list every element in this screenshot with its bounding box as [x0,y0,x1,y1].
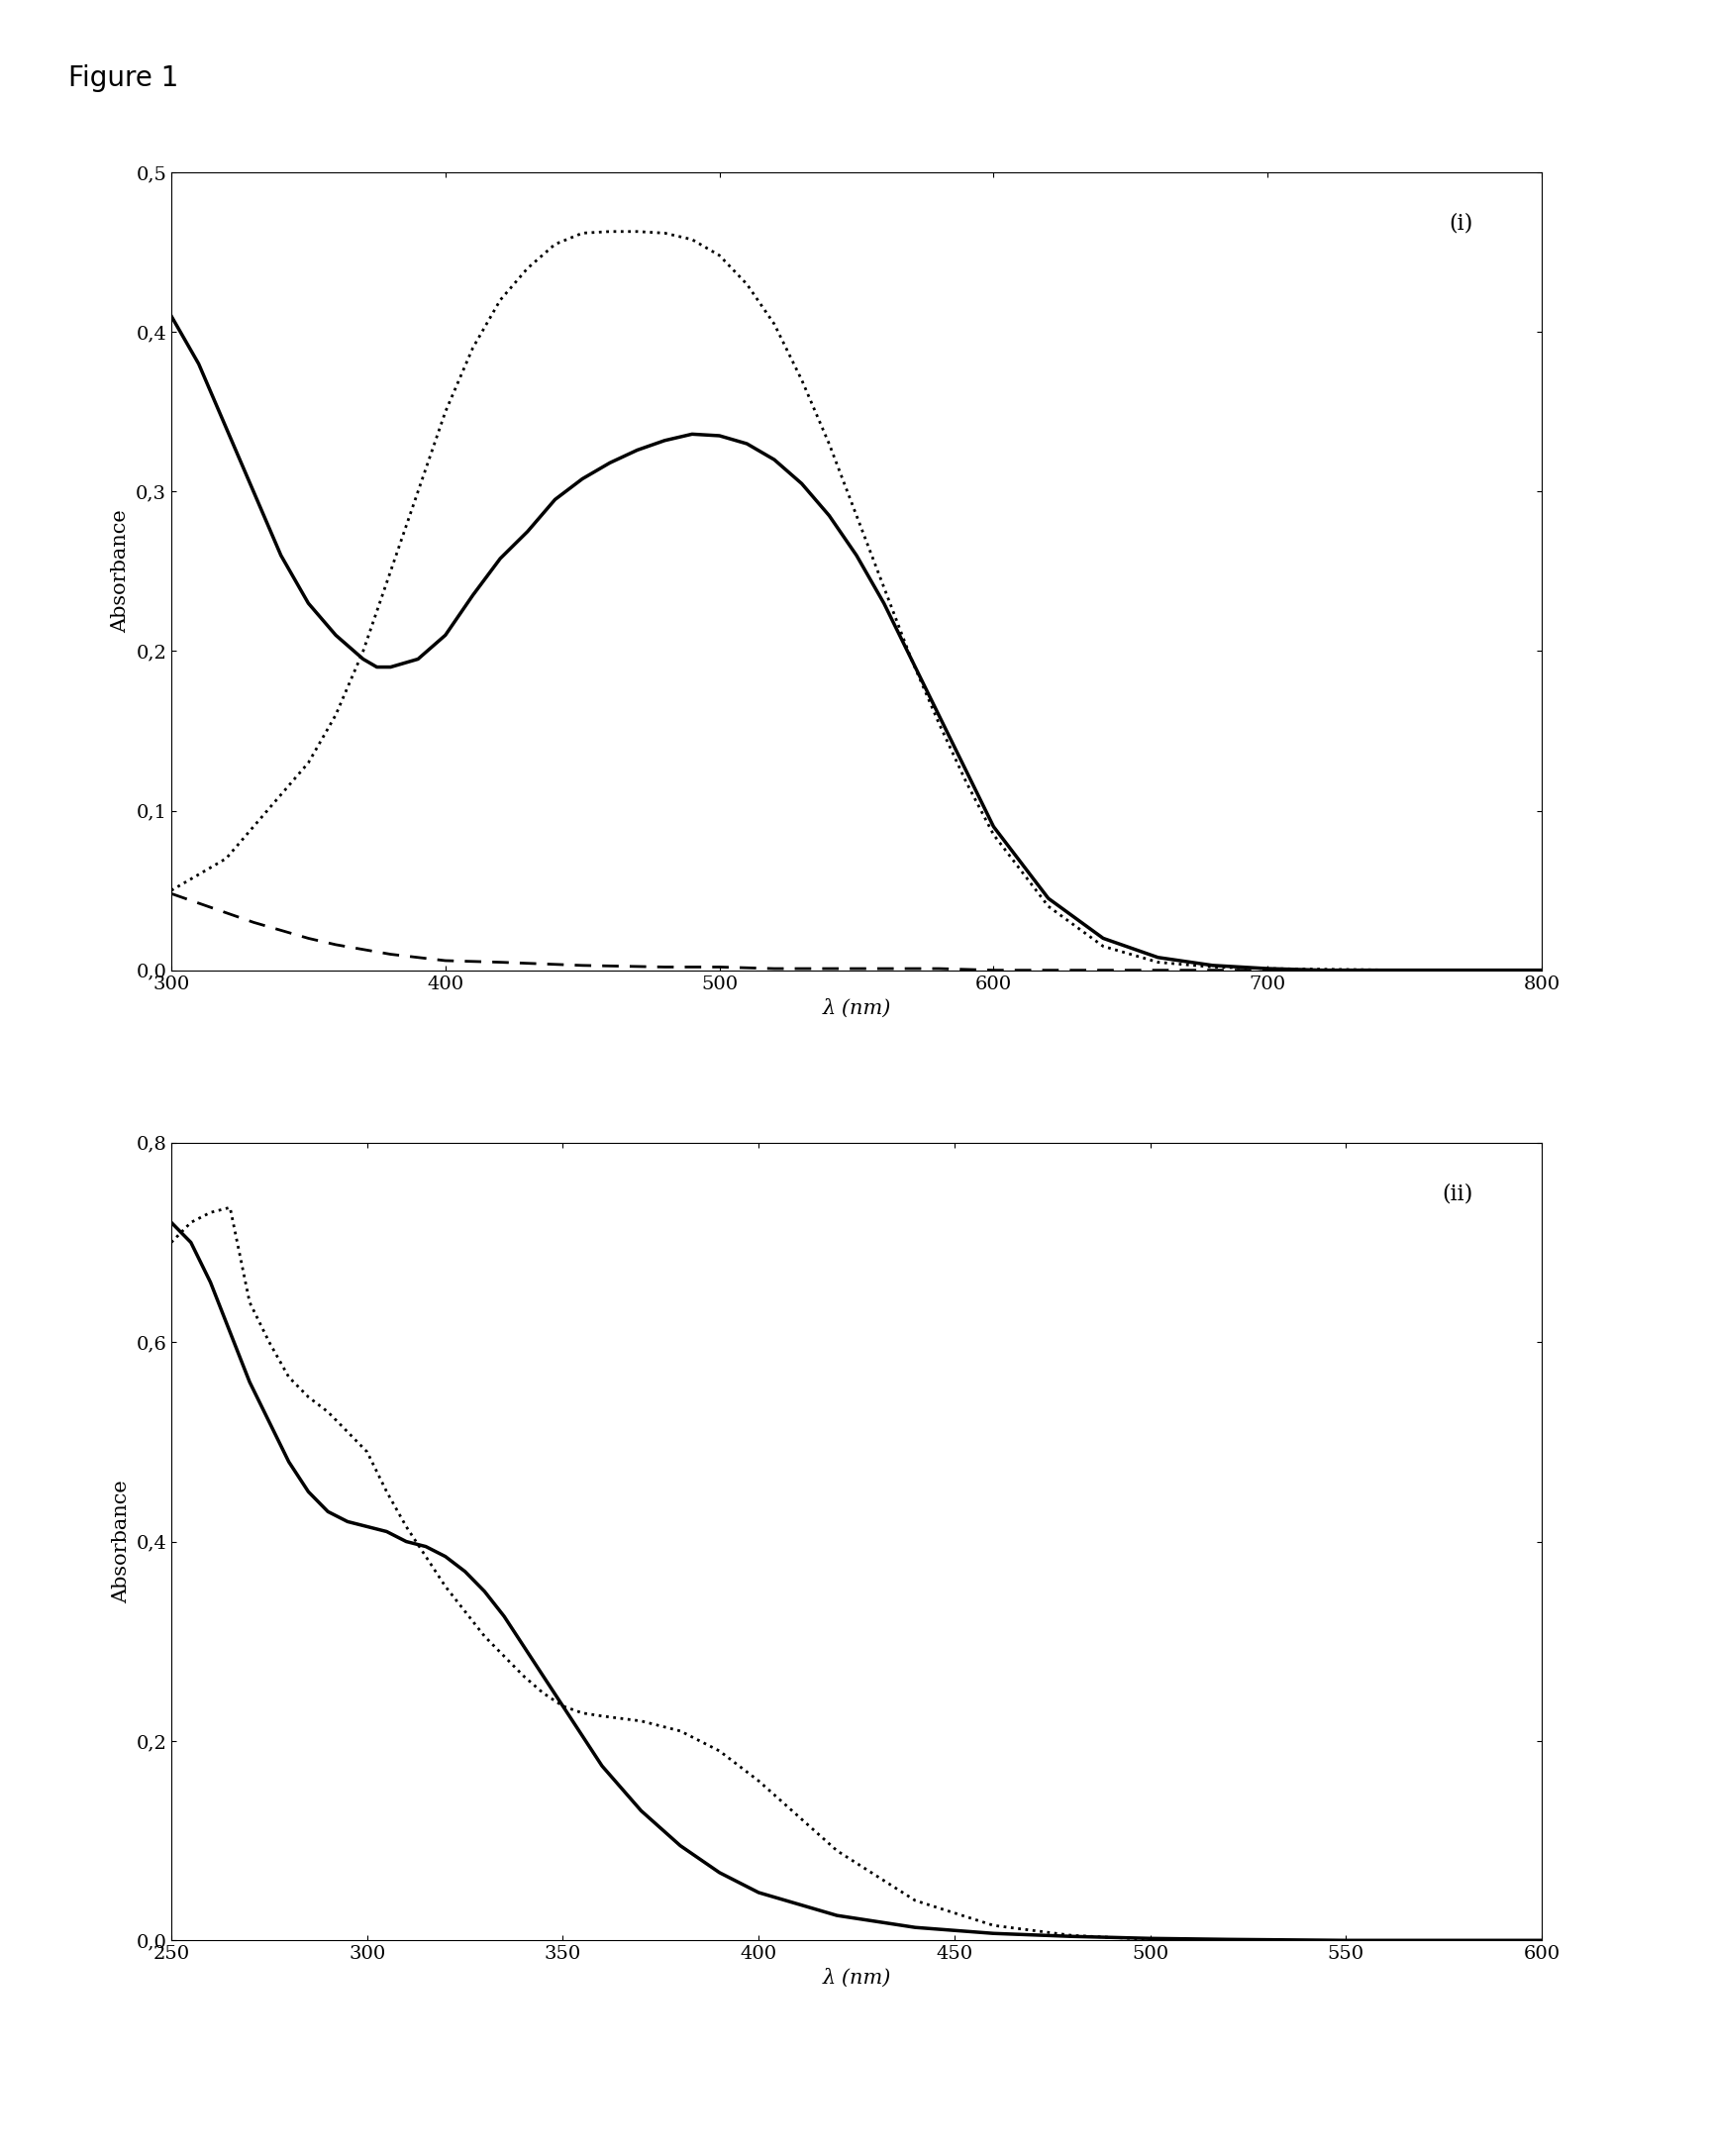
X-axis label: λ (nm): λ (nm) [822,1968,891,1988]
Y-axis label: Absorbance: Absorbance [111,509,130,634]
X-axis label: λ (nm): λ (nm) [822,998,891,1018]
Text: Figure 1: Figure 1 [69,65,178,93]
Y-axis label: Absorbance: Absorbance [111,1479,130,1604]
Text: (i): (i) [1449,211,1473,235]
Text: (ii): (ii) [1442,1181,1473,1205]
